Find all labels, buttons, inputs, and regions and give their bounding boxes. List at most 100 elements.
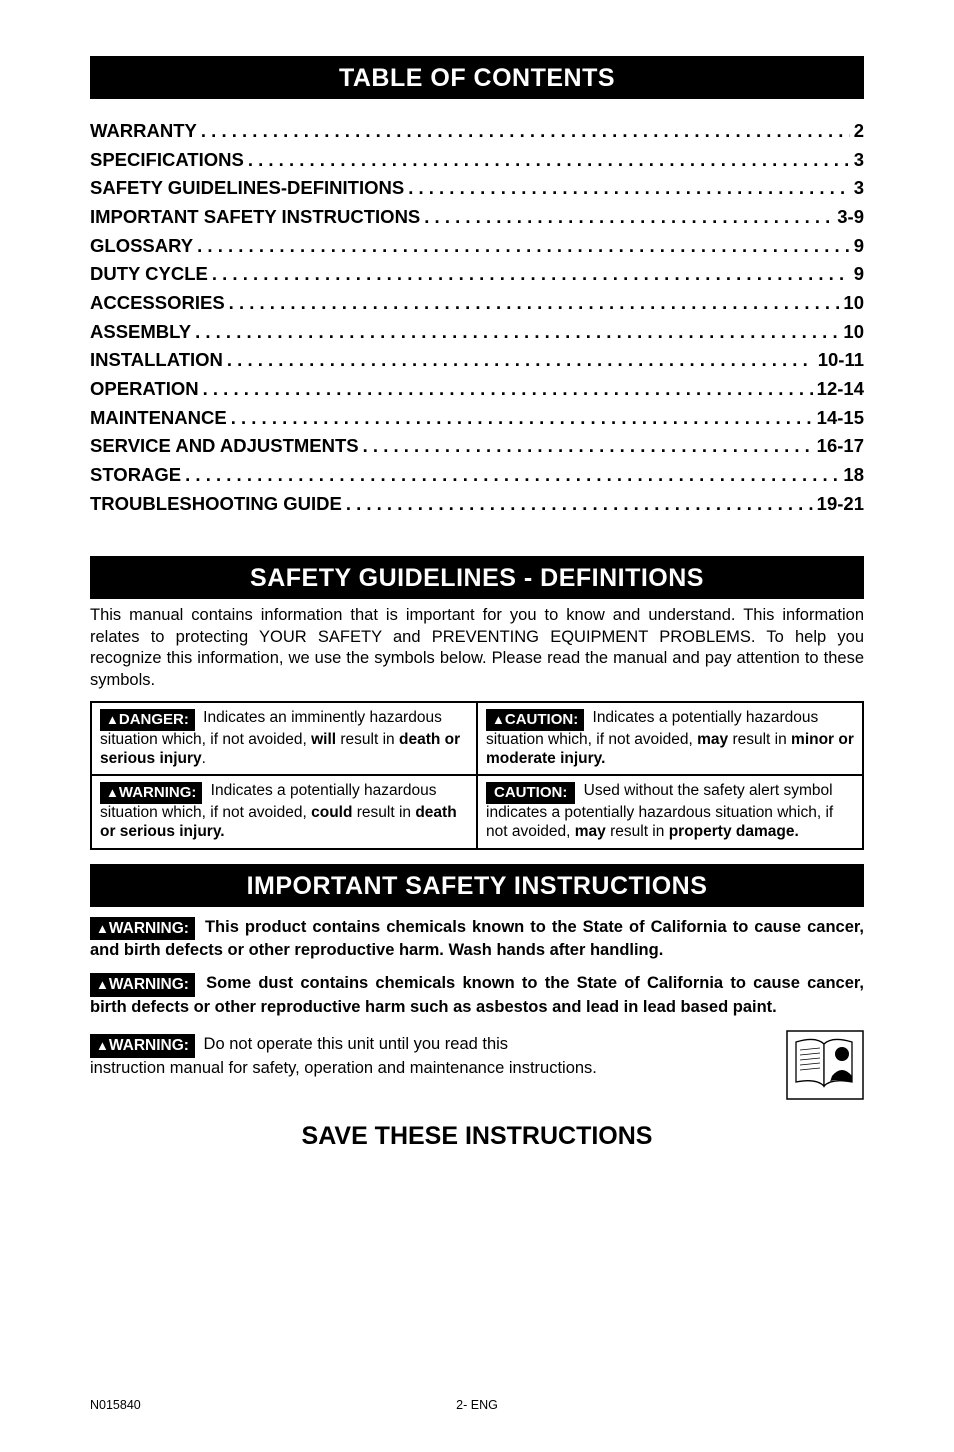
warning-3-text-b: instruction manual for safety, operation… [90, 1059, 597, 1077]
alert-triangle-icon: ▲ [492, 712, 505, 727]
toc-page: 9 [854, 232, 864, 261]
caution-bold-1: may [697, 731, 728, 748]
warning-para-1: ▲WARNING: This product contains chemical… [90, 917, 864, 962]
footer: N015840 2- ENG [90, 1398, 864, 1412]
safety-defs-banner: SAFETY GUIDELINES - DEFINITIONS [90, 556, 864, 599]
toc-page: 19-21 [817, 490, 864, 519]
toc-page: 10 [843, 289, 864, 318]
toc-dots [201, 117, 850, 146]
toc-dots [229, 289, 840, 318]
toc-label: MAINTENANCE [90, 404, 227, 433]
caution-badge: ▲CAUTION: [486, 709, 584, 731]
toc-row: ASSEMBLY 10 [90, 318, 864, 347]
toc-row: OPERATION 12-14 [90, 375, 864, 404]
caution-plain-bold-2: property damage. [669, 823, 799, 840]
toc-page: 3 [854, 174, 864, 203]
toc-row: ACCESSORIES 10 [90, 289, 864, 318]
toc-label: ACCESSORIES [90, 289, 225, 318]
toc-label: WARRANTY [90, 117, 197, 146]
caution-mid: result in [728, 731, 791, 748]
toc-row: STORAGE18 [90, 461, 864, 490]
alert-triangle-icon: ▲ [96, 921, 109, 936]
toc-page: 2 [854, 117, 864, 146]
toc-dots [227, 346, 814, 375]
warning-cell: ▲WARNING: Indicates a potentially hazard… [91, 775, 477, 848]
warning-para-2: ▲WARNING: Some dust contains chemicals k… [90, 973, 864, 1018]
toc-dots [185, 461, 839, 490]
toc-label: ASSEMBLY [90, 318, 191, 347]
alert-triangle-icon: ▲ [106, 712, 119, 727]
warning-3-text-a: Do not operate this unit until you read … [199, 1035, 508, 1053]
toc-dots [195, 318, 839, 347]
toc-row: INSTALLATION 10-11 [90, 346, 864, 375]
toc-banner: TABLE OF CONTENTS [90, 56, 864, 99]
manual-icon [786, 1030, 864, 1100]
toc-dots [197, 232, 850, 261]
caution-cell: ▲CAUTION: Indicates a potentially hazard… [477, 702, 863, 775]
warning-badge: ▲WARNING: [90, 1034, 195, 1058]
toc-dots [424, 203, 833, 232]
toc-page: 3-9 [837, 203, 864, 232]
toc-list: WARRANTY 2 SPECIFICATIONS 3 SAFETY GUIDELI… [90, 117, 864, 518]
danger-badge: ▲DANGER: [100, 709, 195, 731]
warning-badge: ▲WARNING: [90, 917, 195, 941]
alert-triangle-icon: ▲ [106, 785, 119, 800]
toc-dots [203, 375, 813, 404]
warning-1-text: This product contains chemicals known to… [90, 918, 864, 960]
warning-bold-1: could [311, 804, 352, 821]
toc-row: WARRANTY 2 [90, 117, 864, 146]
danger-mid: result in [336, 731, 399, 748]
toc-label: TROUBLESHOOTING GUIDE [90, 490, 342, 519]
caution-plain-cell: CAUTION: Used without the safety alert s… [477, 775, 863, 848]
safety-intro-text: This manual contains information that is… [90, 605, 864, 691]
danger-post: . [202, 750, 206, 767]
toc-label: IMPORTANT SAFETY INSTRUCTIONS [90, 203, 420, 232]
alert-triangle-icon: ▲ [96, 977, 109, 992]
warning-para-3-row: ▲WARNING: Do not operate this unit until… [90, 1030, 864, 1100]
toc-label: GLOSSARY [90, 232, 193, 261]
save-instructions-heading: SAVE THESE INSTRUCTIONS [90, 1122, 864, 1151]
alert-triangle-icon: ▲ [96, 1038, 109, 1053]
toc-page: 3 [854, 146, 864, 175]
toc-label: DUTY CYCLE [90, 260, 208, 289]
toc-label: OPERATION [90, 375, 199, 404]
toc-label: SPECIFICATIONS [90, 146, 244, 175]
toc-page: 10-11 [818, 346, 864, 375]
toc-dots [346, 490, 813, 519]
toc-row: TROUBLESHOOTING GUIDE 19-21 [90, 490, 864, 519]
danger-bold-1: will [311, 731, 336, 748]
footer-right [606, 1398, 864, 1412]
toc-row: DUTY CYCLE 9 [90, 260, 864, 289]
signal-word-grid: ▲DANGER: Indicates an imminently hazardo… [90, 701, 864, 849]
warning-mid: result in [352, 804, 415, 821]
footer-center: 2- ENG [348, 1398, 606, 1412]
caution-plain-mid: result in [606, 823, 669, 840]
warning-badge: ▲WARNING: [100, 782, 202, 804]
toc-row: SAFETY GUIDELINES-DEFINITIONS 3 [90, 174, 864, 203]
toc-dots [248, 146, 850, 175]
toc-row: GLOSSARY 9 [90, 232, 864, 261]
toc-row: IMPORTANT SAFETY INSTRUCTIONS 3-9 [90, 203, 864, 232]
warning-2-text: Some dust contains chemicals known to th… [90, 974, 864, 1016]
toc-page: 18 [843, 461, 864, 490]
caution-plain-badge: CAUTION: [486, 782, 575, 804]
caution-plain-bold-1: may [575, 823, 606, 840]
toc-label: SAFETY GUIDELINES-DEFINITIONS [90, 174, 404, 203]
footer-left: N015840 [90, 1398, 348, 1412]
toc-row: MAINTENANCE 14-15 [90, 404, 864, 433]
toc-page: 9 [854, 260, 864, 289]
toc-row: SERVICE AND ADJUSTMENTS 16-17 [90, 432, 864, 461]
toc-row: SPECIFICATIONS 3 [90, 146, 864, 175]
toc-page: 10 [843, 318, 864, 347]
toc-label: SERVICE AND ADJUSTMENTS [90, 432, 359, 461]
toc-dots [231, 404, 813, 433]
toc-dots [363, 432, 813, 461]
warning-badge: ▲WARNING: [90, 973, 195, 997]
toc-page: 12-14 [817, 375, 864, 404]
toc-page: 16-17 [817, 432, 864, 461]
toc-page: 14-15 [817, 404, 864, 433]
toc-dots [408, 174, 850, 203]
toc-label: INSTALLATION [90, 346, 223, 375]
important-safety-banner: IMPORTANT SAFETY INSTRUCTIONS [90, 864, 864, 907]
toc-dots [212, 260, 850, 289]
